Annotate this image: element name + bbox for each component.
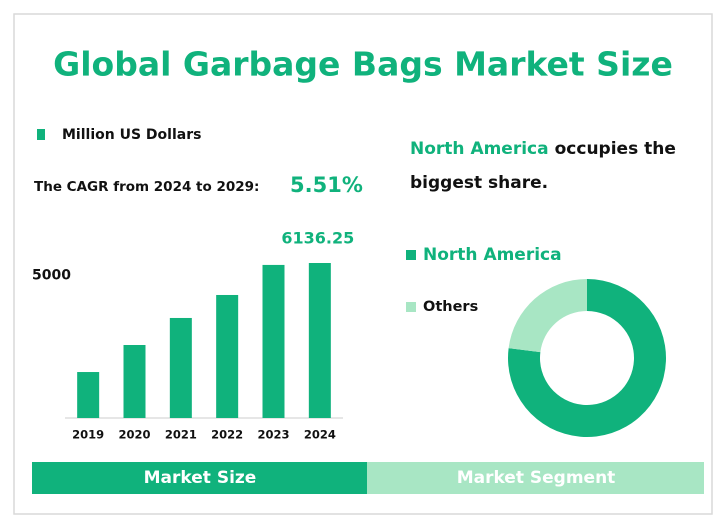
bar (123, 344, 146, 418)
headline-line2: biggest share. (410, 173, 548, 193)
legend-swatch (406, 302, 416, 312)
cagr-label: The CAGR from 2024 to 2029: (34, 179, 259, 195)
bar (77, 372, 100, 418)
cagr-value: 5.51% (290, 173, 363, 197)
pie-slice (508, 279, 666, 437)
x-tick-label: 2020 (118, 428, 150, 442)
bar (216, 294, 239, 418)
tab-label: Market Size (144, 468, 257, 488)
x-tick-label: 2022 (211, 428, 243, 442)
x-tick-label: 2023 (257, 428, 289, 442)
tab (367, 462, 704, 494)
x-tick-label: 2019 (72, 428, 104, 442)
headline-line1: North America occupies the (410, 139, 676, 159)
x-tick-label: 2021 (165, 428, 197, 442)
legend-swatch (406, 250, 416, 260)
legend-label: North America (423, 245, 562, 265)
headline-highlight: North America (410, 139, 549, 159)
unit-legend: Million US Dollars (62, 127, 201, 143)
bar (262, 264, 285, 418)
tab (32, 462, 367, 494)
tab-label: Market Segment (457, 468, 616, 488)
frame (13, 13, 713, 515)
headline-text: occupies the (555, 139, 676, 159)
value-label: 6136.25 (281, 229, 354, 248)
x-tick-label: 2024 (304, 428, 336, 442)
pie-slice (508, 279, 587, 353)
y-tick-label: 5000 (32, 268, 71, 284)
title: Global Garbage Bags Market Size (53, 45, 673, 84)
legend-swatch (37, 129, 45, 140)
bar (169, 317, 192, 418)
bar (308, 263, 331, 418)
legend-label: Others (423, 299, 478, 315)
